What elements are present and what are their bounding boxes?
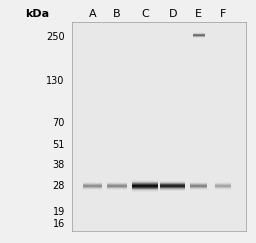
Text: 28: 28 [52, 181, 65, 191]
Bar [193, 32, 205, 33]
Bar [132, 180, 158, 181]
Text: A: A [89, 9, 96, 19]
Bar [161, 183, 185, 184]
Bar [132, 191, 158, 192]
Bar [132, 184, 158, 185]
Bar [161, 186, 185, 187]
Bar [161, 189, 185, 190]
Bar [161, 187, 185, 188]
Bar [193, 36, 205, 37]
Bar [132, 190, 158, 191]
Text: B: B [113, 9, 121, 19]
Bar [132, 181, 158, 182]
Bar [161, 184, 185, 185]
Text: 130: 130 [46, 76, 65, 86]
Bar [193, 33, 205, 34]
Bar [161, 182, 185, 183]
Bar [132, 187, 158, 188]
Bar [132, 185, 158, 186]
Text: kDa: kDa [26, 9, 50, 19]
Text: D: D [168, 9, 177, 19]
Bar [132, 186, 158, 187]
Text: 70: 70 [52, 118, 65, 128]
Text: 19: 19 [52, 208, 65, 217]
Bar [132, 189, 158, 190]
Bar [132, 183, 158, 184]
Bar [193, 35, 205, 36]
Bar [161, 188, 185, 189]
Bar [161, 181, 185, 182]
Text: 16: 16 [52, 219, 65, 229]
Bar [193, 37, 205, 38]
Bar [132, 182, 158, 183]
Bar [161, 185, 185, 186]
Text: 250: 250 [46, 32, 65, 42]
Text: F: F [220, 9, 226, 19]
Text: C: C [141, 9, 149, 19]
Text: E: E [195, 9, 202, 19]
Text: 51: 51 [52, 140, 65, 150]
Text: 38: 38 [52, 160, 65, 170]
Bar [161, 190, 185, 191]
Bar [193, 34, 205, 35]
Bar [132, 188, 158, 189]
